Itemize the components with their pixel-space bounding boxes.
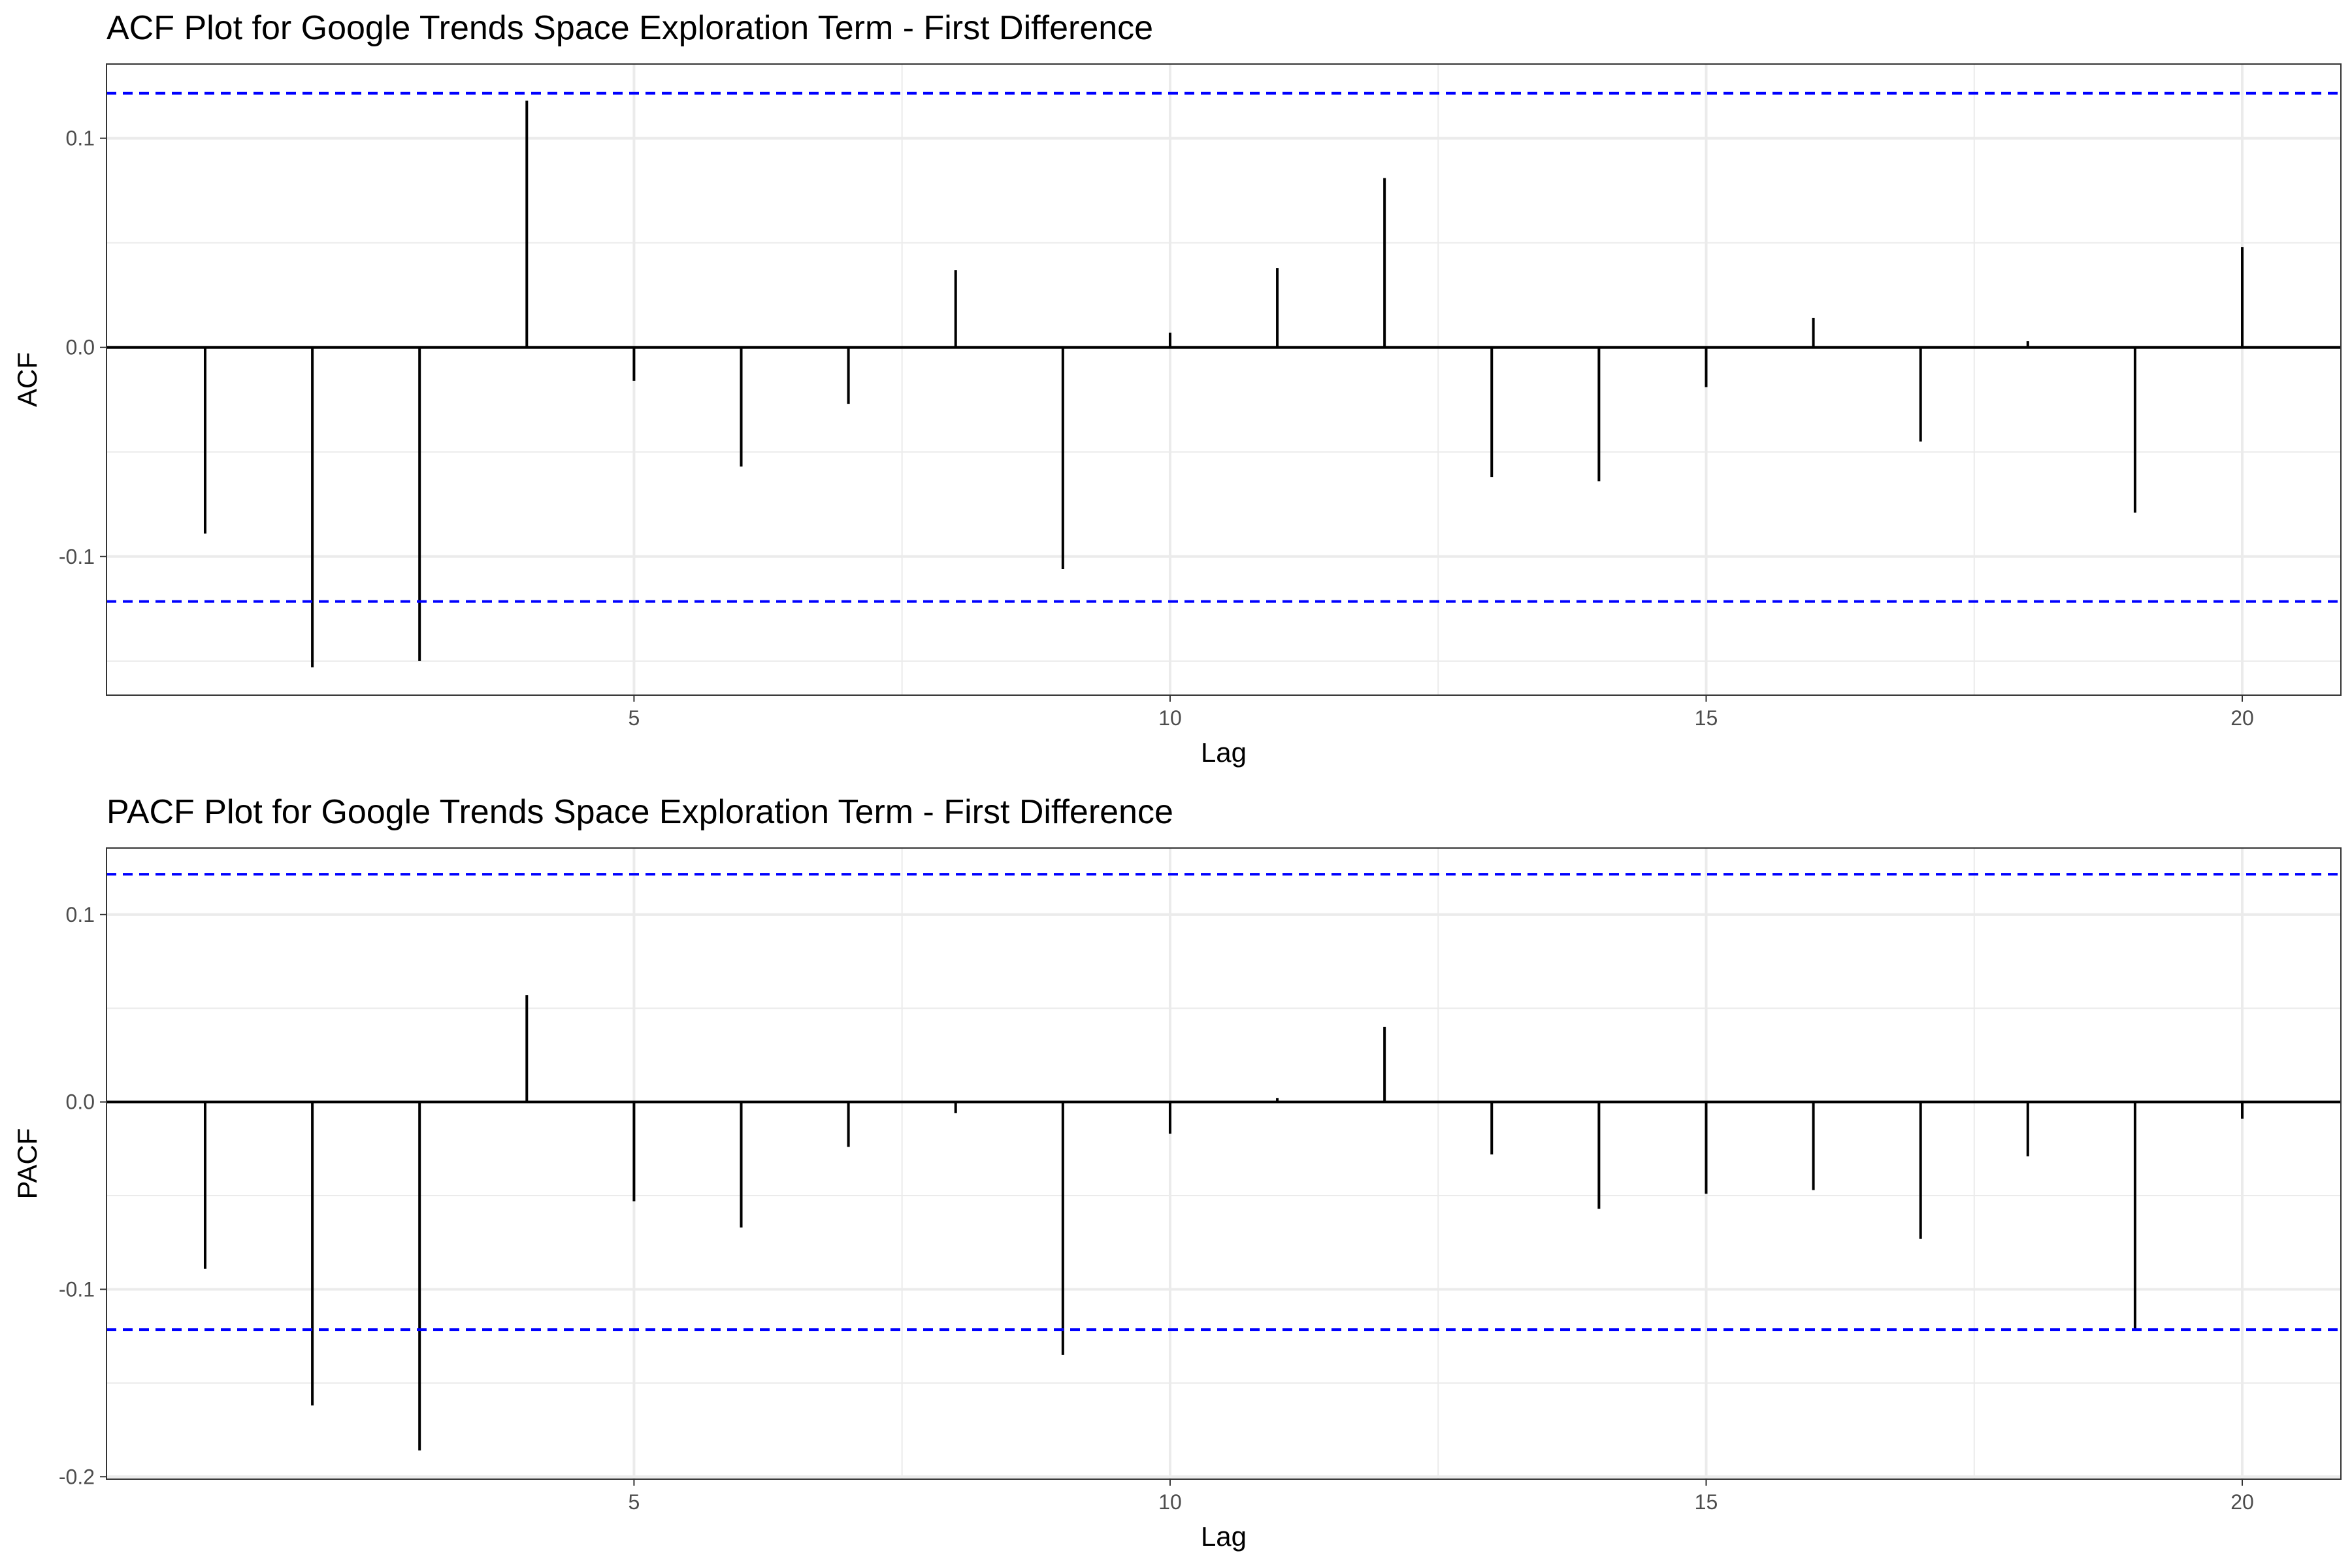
acf-plot-area <box>106 64 2341 695</box>
pacf-x-tick-label: 15 <box>1695 1490 1718 1514</box>
pacf-panel-border <box>106 847 2342 1480</box>
pacf-x-tick-label: 5 <box>629 1490 640 1514</box>
acf-x-tick-label: 20 <box>2230 706 2254 730</box>
pacf-x-tick-label: 10 <box>1158 1490 1182 1514</box>
acf-panel-border <box>106 63 2342 696</box>
pacf-plot-area <box>106 848 2341 1479</box>
pacf-x-axis-label: Lag <box>1201 1521 1247 1552</box>
acf-x-tick-label: 15 <box>1695 706 1718 730</box>
pacf-panel: PACF Plot for Google Trends Space Explor… <box>12 793 2342 1552</box>
acf-x-axis-label: Lag <box>1201 737 1247 768</box>
acf-y-axis-label: ACF <box>12 352 42 407</box>
pacf-y-axis-label: PACF <box>12 1128 42 1200</box>
acf-y-tick-label: 0.0 <box>66 336 95 359</box>
acf-x-tick-label: 10 <box>1158 706 1182 730</box>
acf-title: ACF Plot for Google Trends Space Explora… <box>106 9 1153 47</box>
pacf-y-tick-label: -0.2 <box>59 1465 95 1488</box>
acf-x-tick-label: 5 <box>629 706 640 730</box>
pacf-y-tick-label: -0.1 <box>59 1277 95 1301</box>
acf-y-tick-label: 0.1 <box>66 127 95 150</box>
pacf-y-tick-label: 0.0 <box>66 1090 95 1114</box>
pacf-y-tick-label: 0.1 <box>66 903 95 926</box>
pacf-x-tick-label: 20 <box>2230 1490 2254 1514</box>
acf-y-tick-label: -0.1 <box>59 545 95 568</box>
pacf-title: PACF Plot for Google Trends Space Explor… <box>106 793 1173 831</box>
acf-panel: ACF Plot for Google Trends Space Explora… <box>12 9 2342 768</box>
